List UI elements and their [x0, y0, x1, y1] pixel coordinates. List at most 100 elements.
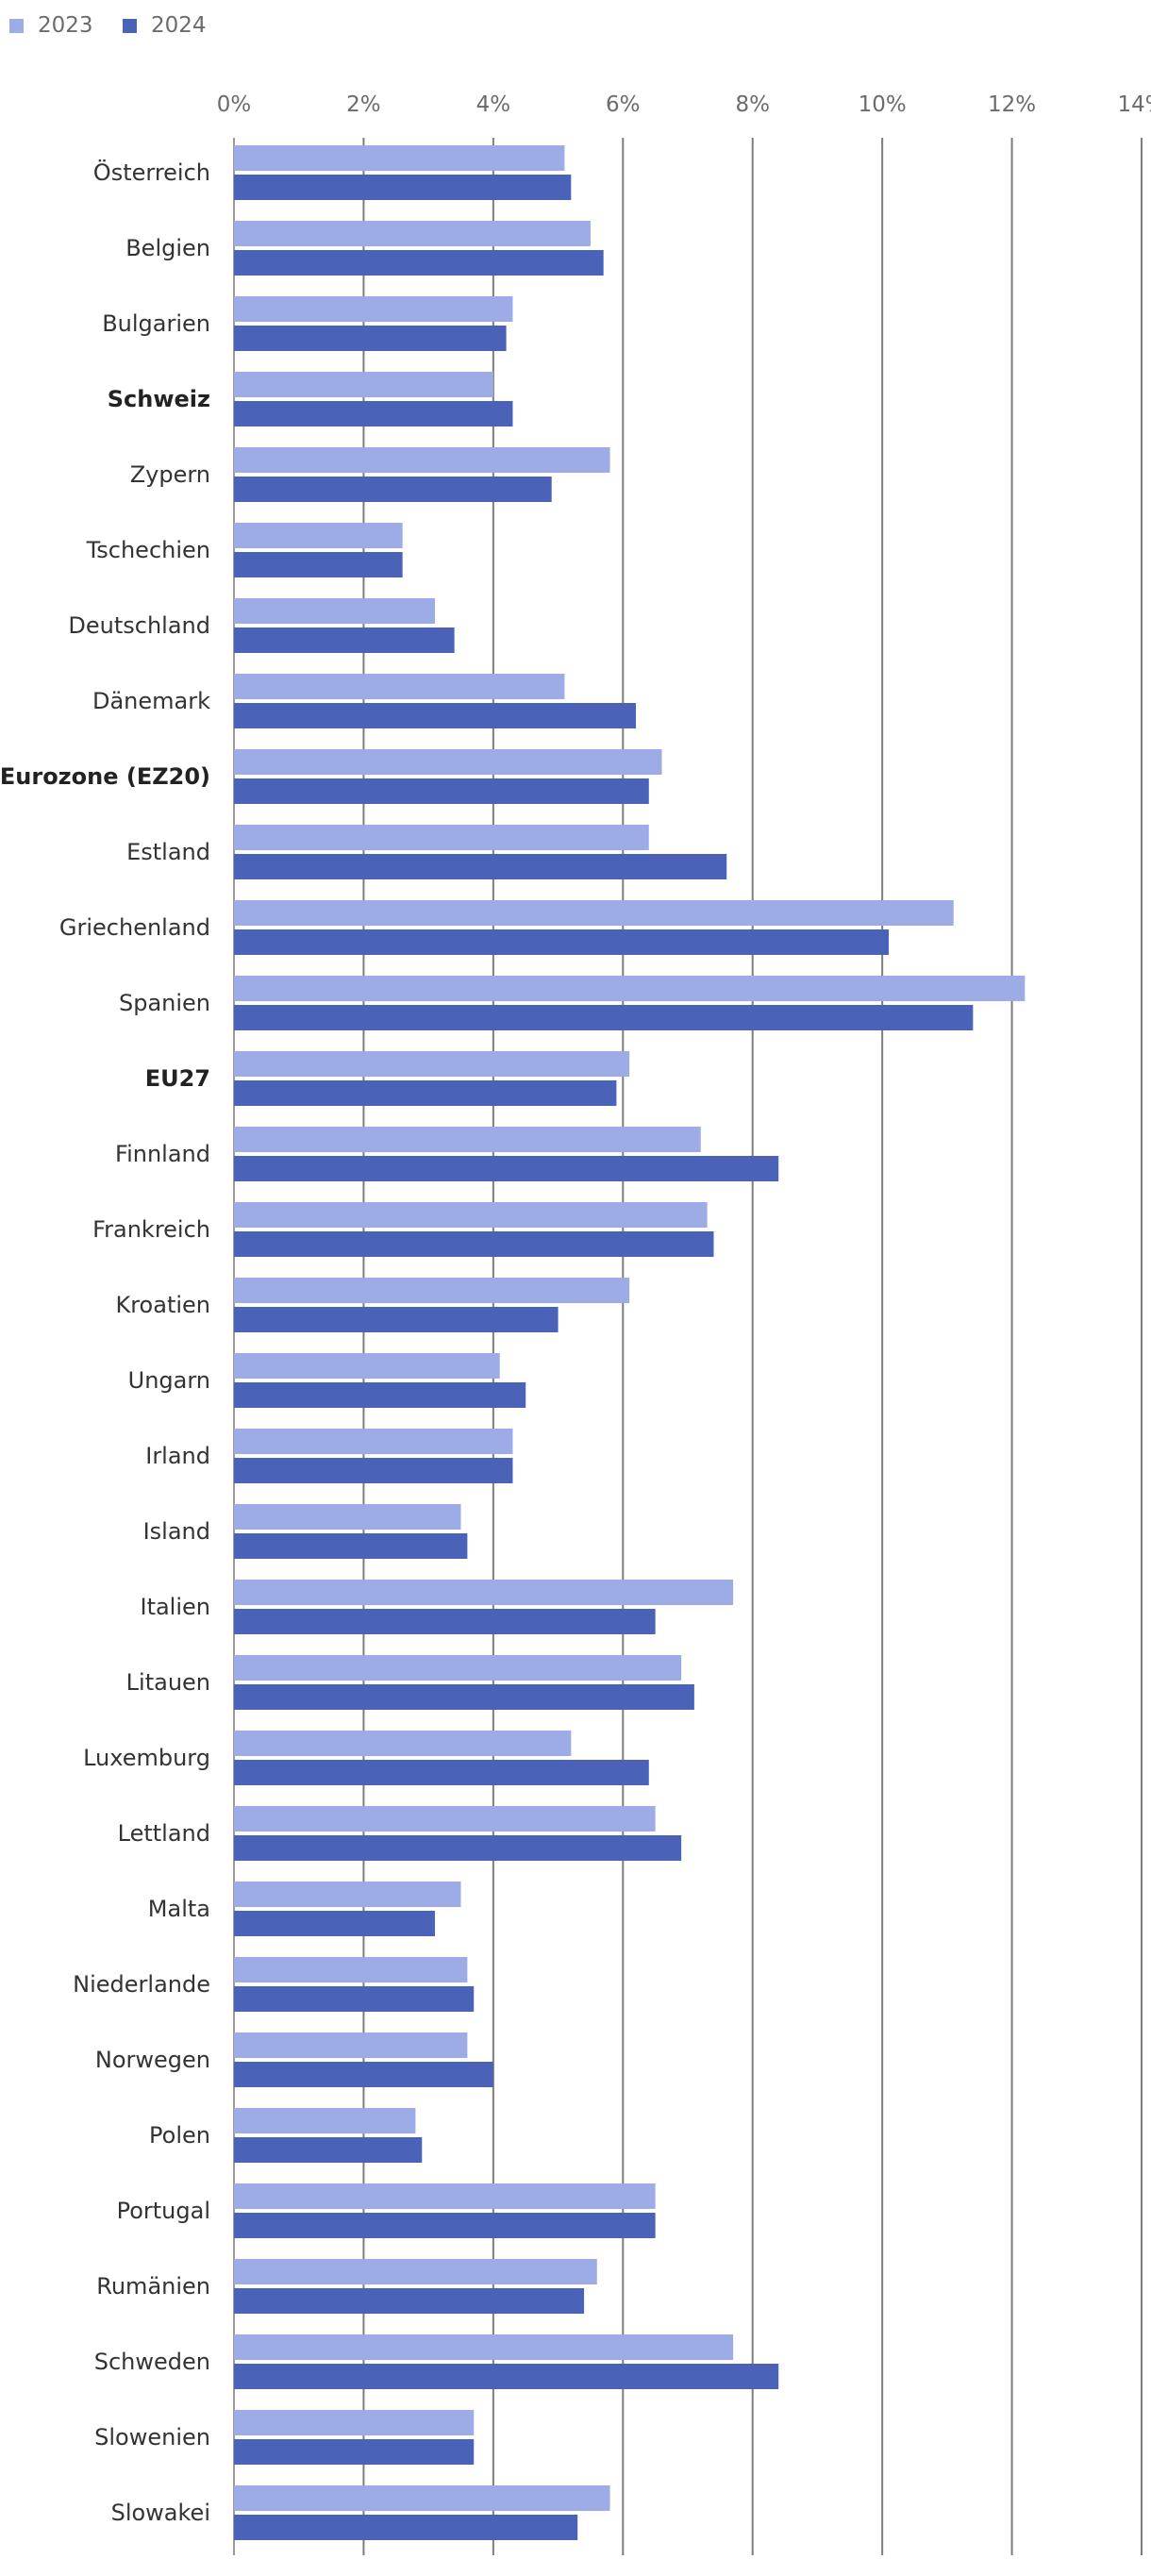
- category-label: Norwegen: [95, 2047, 210, 2073]
- bar-2024: [234, 778, 649, 804]
- category-label: Italien: [140, 1594, 210, 1620]
- category-label: Schweiz: [108, 386, 210, 412]
- x-tick-label: 12%: [988, 92, 1036, 117]
- x-tick-label: 14%: [1117, 92, 1151, 117]
- bar-2023: [234, 2259, 597, 2284]
- category-label: Portugal: [117, 2198, 210, 2224]
- bar-2023: [234, 2108, 416, 2133]
- x-tick-label: 8%: [735, 92, 770, 117]
- bar-2024: [234, 1533, 468, 1559]
- category-label: Griechenland: [59, 914, 210, 941]
- x-tick-label: 6%: [606, 92, 641, 117]
- bar-2024: [234, 929, 890, 955]
- category-label: Malta: [148, 1896, 210, 1922]
- bar-2023: [234, 1127, 701, 1152]
- bar-2024: [234, 1458, 513, 1483]
- bar-2023: [234, 145, 565, 171]
- category-label: Irland: [145, 1443, 210, 1469]
- bar-2024: [234, 1760, 649, 1785]
- bar-2023: [234, 1504, 461, 1530]
- category-label: Finnland: [115, 1141, 210, 1167]
- category-label: Frankreich: [92, 1216, 210, 1243]
- bar-2023: [234, 1580, 734, 1605]
- category-label: Spanien: [119, 990, 210, 1016]
- bar-2024: [234, 2288, 585, 2314]
- bar-2023: [234, 1731, 572, 1756]
- legend-label: 2024: [151, 13, 207, 38]
- category-label: Dänemark: [92, 688, 210, 714]
- bar-2024: [234, 1080, 617, 1106]
- bar-2023: [234, 1429, 513, 1454]
- category-label: Estland: [126, 839, 210, 865]
- bar-2024: [234, 175, 572, 200]
- bar-2023: [234, 900, 954, 926]
- bar-2024: [234, 2062, 493, 2087]
- category-label: Polen: [149, 2122, 210, 2149]
- category-label: Schweden: [94, 2349, 210, 2375]
- category-label: Belgien: [125, 235, 210, 261]
- bar-2023: [234, 1051, 630, 1077]
- x-tick-label: 0%: [217, 92, 252, 117]
- bar-2024: [234, 1986, 475, 2012]
- category-label: Luxemburg: [83, 1745, 210, 1771]
- bar-2024: [234, 1231, 714, 1257]
- x-tick-label: 10%: [859, 92, 907, 117]
- category-label: Niederlande: [73, 1971, 210, 1998]
- legend-label: 2023: [38, 13, 93, 38]
- category-label: Österreich: [93, 159, 210, 186]
- x-tick-label: 4%: [476, 92, 511, 117]
- bar-2023: [234, 1353, 500, 1379]
- bar-2024: [234, 2137, 423, 2163]
- bar-2023: [234, 825, 649, 850]
- category-label: Bulgarien: [102, 310, 210, 337]
- bar-2024: [234, 401, 513, 427]
- category-label: Island: [143, 1518, 210, 1545]
- bar-2023: [234, 2410, 475, 2435]
- bar-2024: [234, 1382, 526, 1408]
- bar-2024: [234, 1609, 656, 1634]
- bar-2023: [234, 447, 610, 473]
- bar-2023: [234, 1806, 656, 1832]
- category-label: Lettland: [118, 1820, 210, 1847]
- bar-2023: [234, 1202, 708, 1228]
- category-label: Deutschland: [68, 612, 210, 639]
- bar-2024: [234, 552, 403, 577]
- bar-2023: [234, 674, 565, 699]
- bar-2023: [234, 2485, 610, 2511]
- bar-2024: [234, 1911, 436, 1936]
- category-label: EU27: [145, 1065, 210, 1092]
- bar-2023: [234, 372, 493, 397]
- category-label: Tschechien: [86, 537, 210, 563]
- bar-2024: [234, 2515, 578, 2540]
- category-label: Kroatien: [115, 1292, 210, 1318]
- category-label: Litauen: [126, 1669, 210, 1696]
- legend-swatch: [123, 19, 137, 33]
- legend-swatch: [9, 19, 24, 33]
- bar-2024: [234, 1307, 559, 1332]
- bar-2024: [234, 250, 604, 276]
- bar-2024: [234, 1684, 694, 1710]
- bar-2023: [234, 2032, 468, 2058]
- bar-2024: [234, 703, 637, 728]
- bar-2023: [234, 296, 513, 322]
- category-label: Slowakei: [111, 2500, 210, 2526]
- bar-2024: [234, 627, 455, 653]
- bar-2023: [234, 523, 403, 548]
- bar-2024: [234, 2439, 475, 2465]
- bar-2024: [234, 854, 727, 879]
- category-label: Zypern: [130, 461, 210, 488]
- bar-2023: [234, 1655, 682, 1681]
- bar-2024: [234, 2213, 656, 2238]
- category-label: Ungarn: [128, 1367, 210, 1394]
- bar-2024: [234, 477, 552, 502]
- bar-2024: [234, 326, 507, 351]
- bar-2024: [234, 2364, 779, 2389]
- bar-2023: [234, 1957, 468, 1982]
- category-label: Slowenien: [94, 2424, 210, 2451]
- bar-2023: [234, 1882, 461, 1907]
- bar-2023: [234, 598, 436, 624]
- bar-2023: [234, 976, 1026, 1001]
- bar-2023: [234, 2183, 656, 2209]
- bar-2024: [234, 1156, 779, 1181]
